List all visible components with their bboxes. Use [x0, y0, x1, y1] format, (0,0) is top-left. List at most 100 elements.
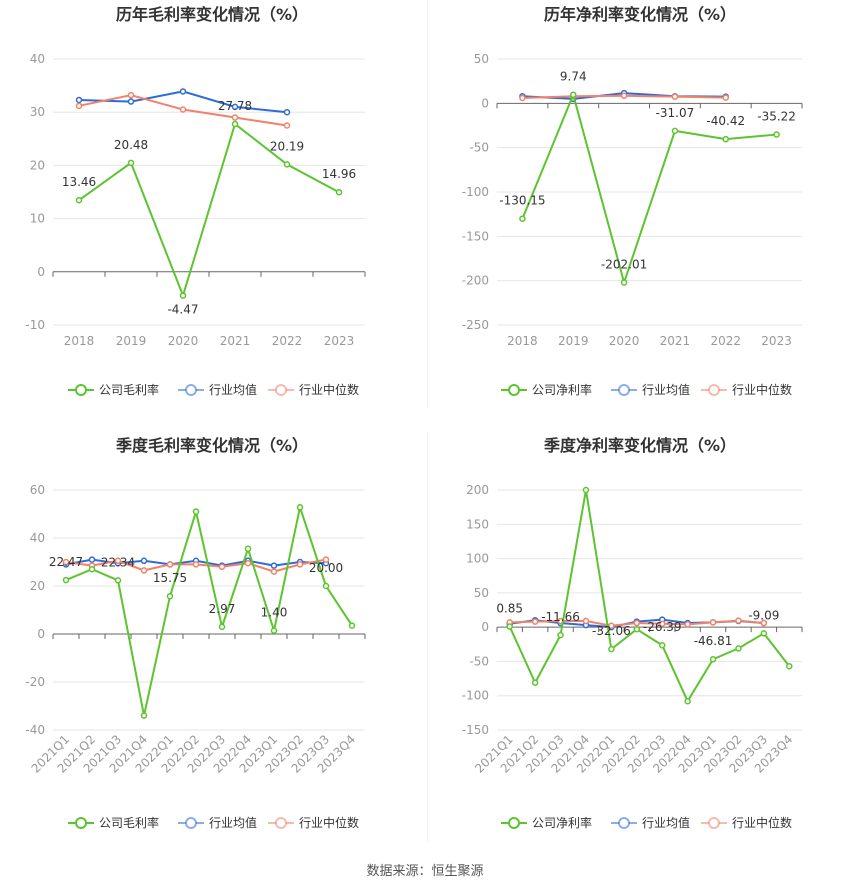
data-point-company — [75, 196, 83, 204]
data-point-median — [283, 122, 291, 129]
x-tick-label: 2020 — [168, 334, 199, 348]
data-label: -26.39 — [643, 620, 682, 634]
data-point-company — [633, 625, 641, 633]
y-tick-label: 50 — [474, 586, 489, 600]
legend-label: 行业中位数 — [299, 815, 359, 830]
data-point-company — [506, 623, 513, 630]
data-point-median — [582, 617, 590, 625]
data-point-company — [244, 545, 252, 553]
legend-item-company: 公司净利率 — [501, 815, 592, 830]
data-point-median — [231, 114, 239, 121]
data-point-median — [166, 561, 174, 568]
y-tick-label: -150 — [462, 723, 489, 737]
data-point-median — [114, 557, 122, 565]
data-point-company — [140, 712, 148, 719]
x-tick-label: 2022 — [272, 334, 303, 348]
data-point-company — [88, 565, 96, 573]
data-label: 1.40 — [261, 606, 288, 620]
series-line-company — [65, 503, 353, 716]
y-tick-label: 20 — [30, 579, 45, 593]
data-point-median — [62, 558, 70, 566]
data-point-company — [218, 623, 226, 631]
chart-4: 季度净利率变化情况（%）-150-100-500501001502002021Q… — [462, 436, 803, 830]
data-label: 22.34 — [101, 555, 135, 569]
legend-item-median: 行业中位数 — [701, 382, 792, 397]
y-tick-label: 30 — [30, 105, 45, 119]
legend-marker — [618, 817, 630, 829]
data-label: 15.75 — [153, 571, 187, 585]
data-point-company — [557, 631, 564, 639]
legend-label: 行业中位数 — [732, 382, 792, 397]
x-tick-label: 2019 — [558, 334, 589, 348]
data-point-median — [322, 556, 330, 563]
series-line-company — [508, 489, 791, 704]
legend-item-company: 公司毛利率 — [68, 382, 159, 397]
y-tick-label: 0 — [37, 265, 45, 279]
chart-2: 历年净利率变化情况（%） -250 -200 -150 -100 -50 0 50 2018 20… — [462, 5, 803, 397]
legend-item-company: 公司毛利率 — [68, 815, 159, 830]
data-point-company — [335, 188, 343, 196]
data-point-median — [519, 94, 526, 102]
x-tick-label: 2020 — [609, 334, 640, 348]
y-tick-label: -200 — [462, 274, 489, 288]
chart-title: 历年净利率变化情况（%） — [544, 5, 736, 24]
legend-item-avg: 行业均值 — [178, 382, 257, 397]
data-label: 9.74 — [560, 70, 587, 84]
legend-item-median: 行业中位数 — [268, 815, 359, 830]
data-label: -9.09 — [748, 608, 779, 622]
data-point-median — [531, 618, 539, 625]
data-point-company — [760, 630, 768, 637]
data-source-note: 数据来源：恒生聚源 — [366, 864, 484, 879]
legend-marker — [75, 384, 87, 396]
x-tick-label: 2023 — [761, 334, 792, 348]
data-point-company — [722, 135, 729, 143]
data-point-company — [322, 582, 330, 590]
legend-marker — [508, 817, 520, 829]
legend-label: 行业均值 — [209, 382, 257, 397]
x-tick-label: 2018 — [64, 334, 95, 348]
data-point-median — [270, 568, 278, 575]
data-point-median — [127, 91, 135, 99]
legend-marker — [708, 384, 720, 396]
legend-label: 行业均值 — [642, 382, 690, 397]
data-point-avg — [140, 557, 148, 565]
data-point-median — [722, 94, 729, 101]
legend-item-company: 公司净利率 — [501, 382, 592, 397]
data-point-company — [179, 292, 187, 299]
data-point-company — [62, 576, 70, 584]
vertical-divider-bottom — [427, 432, 428, 842]
data-point-company — [127, 159, 135, 167]
legend-marker — [708, 817, 720, 829]
data-point-median — [140, 567, 148, 574]
data-point-median — [671, 93, 679, 100]
vertical-divider-top — [427, 0, 428, 408]
data-point-avg — [283, 108, 291, 116]
data-label: 0.85 — [496, 602, 523, 616]
data-point-company — [166, 592, 174, 600]
y-tick-label: 0 — [481, 96, 489, 110]
data-point-company — [348, 622, 356, 629]
legend-label: 公司毛利率 — [99, 382, 159, 397]
data-label: 14.96 — [322, 167, 356, 181]
legend-marker — [618, 384, 630, 396]
data-point-company — [296, 504, 304, 511]
y-tick-label: 10 — [30, 212, 45, 226]
data-point-company — [192, 508, 200, 515]
data-point-median — [244, 559, 252, 567]
data-point-company — [231, 120, 239, 128]
chart-title: 季度毛利率变化情况（%） — [115, 436, 308, 455]
data-label: -130.15 — [499, 194, 545, 208]
legend-marker — [185, 817, 197, 829]
data-point-median — [296, 561, 304, 568]
y-tick-label: -20 — [25, 675, 45, 689]
legend-label: 行业均值 — [209, 815, 257, 830]
series-line-company — [521, 91, 777, 286]
data-point-avg — [127, 98, 135, 105]
data-point-median — [218, 563, 226, 571]
data-label: 27.78 — [218, 99, 252, 113]
data-label: -202.01 — [601, 257, 647, 271]
data-point-company — [531, 679, 539, 686]
data-point-median — [709, 619, 717, 626]
legend-label: 公司毛利率 — [99, 815, 159, 830]
data-point-avg — [231, 103, 239, 111]
